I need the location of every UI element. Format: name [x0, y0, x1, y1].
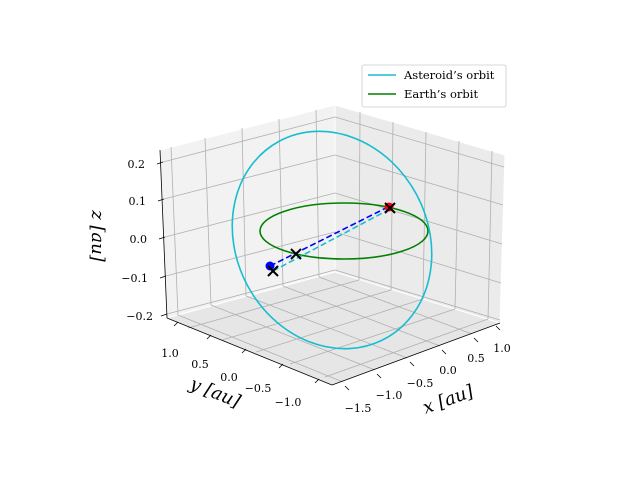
axis-lines	[159, 149, 501, 386]
y-tick-label: −1.0	[275, 396, 302, 409]
x-tick-label: −1.0	[376, 389, 403, 402]
z-tick-label: −0.2	[126, 310, 153, 323]
connector-blue-dashed	[269, 205, 391, 267]
x-tick-label: 0.0	[439, 364, 457, 377]
legend-label: Earth’s orbit	[404, 87, 478, 101]
z-tick-label: 0.0	[130, 233, 148, 246]
x-tick-label: −0.5	[407, 377, 434, 390]
x-tick-marks	[344, 325, 501, 391]
connector-cyan-dashed	[272, 209, 389, 272]
z-tick-label: 0.1	[129, 195, 147, 208]
x-tick-label: −1.5	[345, 402, 372, 415]
grid-lines	[162, 109, 505, 383]
y-tick-label: 0.5	[191, 358, 209, 371]
legend-label: Asteroid’s orbit	[403, 68, 495, 82]
z-tick-marks	[156, 161, 168, 317]
y-tick-marks	[173, 321, 320, 384]
y-tick-label: −0.5	[245, 382, 272, 395]
y-tick-label: 1.0	[161, 347, 179, 360]
legend: Asteroid’s orbit Earth’s orbit	[361, 64, 507, 108]
y-tick-label: 0.0	[220, 371, 238, 384]
series-line-earth-orbit	[259, 202, 429, 260]
marker-blue-point	[265, 261, 275, 271]
marker-cross	[267, 202, 396, 277]
x-tick-label: 0.5	[467, 352, 485, 365]
z-tick-label: 0.2	[128, 158, 146, 171]
z-axis-label: z [au]	[87, 209, 108, 263]
z-tick-label: −0.1	[121, 272, 148, 285]
x-tick-label: 1.0	[493, 342, 511, 355]
series-line-asteroid-orbit	[231, 130, 433, 350]
